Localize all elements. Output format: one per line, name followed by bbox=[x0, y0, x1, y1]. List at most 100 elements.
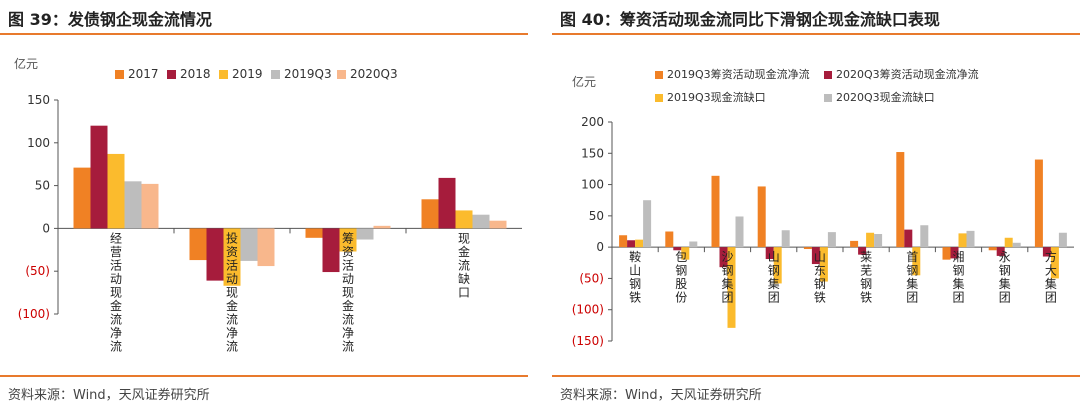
right-bar-1-1 bbox=[673, 247, 682, 251]
left-y-tick-label-4: (50) bbox=[25, 264, 50, 278]
left-y-tick-label-3: 0 bbox=[42, 221, 50, 235]
right-legend-label-3: 2020Q3现金流缺口 bbox=[836, 90, 935, 104]
right-bar-0-2 bbox=[635, 239, 644, 248]
right-chart-panel: 图 40：筹资活动现金流同比下滑钢企现金流缺口表现 亿元 2019Q3筹资活动现金… bbox=[552, 0, 1080, 408]
right-category-label-6: 首钢集团 bbox=[906, 250, 918, 305]
left-legend-label-2: 2019 bbox=[232, 67, 263, 81]
right-bar-6-0 bbox=[896, 152, 905, 248]
left-bar-3-2 bbox=[455, 210, 473, 229]
right-y-tick-label-4: 0 bbox=[596, 240, 604, 254]
right-bar-1-0 bbox=[665, 231, 674, 248]
right-bar-2-0 bbox=[711, 175, 720, 248]
left-bar-2-3 bbox=[356, 228, 374, 240]
right-bar-5-0 bbox=[850, 240, 859, 248]
right-category-label-5: 莱芜钢铁 bbox=[860, 250, 872, 305]
right-bar-7-1 bbox=[950, 247, 959, 259]
left-legend-label-1: 2018 bbox=[180, 67, 211, 81]
right-legend-swatch-2 bbox=[655, 94, 663, 102]
left-bar-0-4 bbox=[141, 183, 159, 229]
left-bar-0-1 bbox=[90, 125, 108, 229]
right-bar-0-1 bbox=[627, 240, 636, 248]
left-title-rule bbox=[0, 33, 528, 35]
left-unit-label: 亿元 bbox=[14, 56, 38, 71]
right-bar-3-3 bbox=[781, 230, 790, 248]
left-category-label-2: 筹资活动现金流净流 bbox=[342, 231, 354, 353]
right-bar-3-2 bbox=[773, 247, 782, 284]
left-y-tick-label-0: 150 bbox=[27, 93, 50, 107]
left-legend-swatch-2 bbox=[219, 70, 228, 79]
right-bar-2-3 bbox=[735, 216, 744, 248]
right-y-tick-label-7: (150) bbox=[572, 334, 604, 348]
right-y-tick-label-1: 150 bbox=[581, 146, 604, 160]
right-bar-6-2 bbox=[912, 247, 921, 276]
right-bar-8-1 bbox=[996, 247, 1005, 256]
right-bar-5-3 bbox=[874, 234, 883, 248]
left-bar-1-1 bbox=[206, 228, 224, 281]
right-category-label-4: 山东钢铁 bbox=[814, 250, 826, 305]
right-y-tick-label-2: 100 bbox=[581, 178, 604, 192]
left-bar-3-0 bbox=[421, 199, 439, 229]
right-category-label-0: 鞍山钢铁 bbox=[629, 249, 641, 305]
left-legend-swatch-0 bbox=[115, 70, 124, 79]
right-legend-swatch-0 bbox=[655, 71, 663, 79]
right-bar-1-2 bbox=[681, 247, 690, 260]
left-bar-1-2 bbox=[223, 228, 241, 286]
right-chart-figure-title: 图 40：筹资活动现金流同比下滑钢企现金流缺口表现 bbox=[560, 10, 940, 29]
left-bar-1-3 bbox=[240, 228, 258, 261]
right-y-tick-label-0: 200 bbox=[581, 115, 604, 129]
left-bar-3-4 bbox=[489, 220, 507, 229]
right-y-tick-label-3: 50 bbox=[589, 209, 604, 223]
left-bar-3-3 bbox=[472, 214, 490, 229]
right-bar-2-2 bbox=[727, 247, 736, 328]
left-bar-1-0 bbox=[189, 228, 207, 261]
right-bar-5-1 bbox=[858, 247, 867, 255]
left-bar-1-4 bbox=[257, 228, 275, 267]
right-unit-label: 亿元 bbox=[572, 74, 596, 89]
right-category-label-8: 永钢集团 bbox=[999, 250, 1011, 305]
left-bar-0-0 bbox=[73, 167, 91, 229]
left-bar-0-2 bbox=[107, 153, 125, 229]
right-legend-label-1: 2020Q3筹资活动现金流净流 bbox=[836, 67, 979, 81]
right-bar-8-2 bbox=[1004, 237, 1013, 248]
right-legend-label-2: 2019Q3现金流缺口 bbox=[667, 90, 766, 104]
left-chart-panel: 图 39：发债钢企现金流情况 亿元 2017 2018 2019 2019Q3 2020Q… bbox=[0, 0, 528, 408]
right-bar-0-3 bbox=[643, 200, 652, 248]
right-category-label-1: 包钢股份 bbox=[675, 250, 687, 305]
right-title-rule bbox=[552, 33, 1080, 35]
left-source-rule bbox=[0, 375, 528, 377]
right-source-rule bbox=[552, 375, 1080, 377]
left-bar-2-4 bbox=[373, 225, 391, 229]
left-chart-svg: 亿元 2017 2018 2019 2019Q3 2020Q3 150 100 50 0 (50) (… bbox=[14, 56, 522, 353]
right-bar-1-3 bbox=[689, 241, 698, 248]
left-y-tick-label-1: 100 bbox=[27, 136, 50, 150]
right-category-label-3: 山钢集团 bbox=[768, 250, 780, 305]
right-bar-0-0 bbox=[619, 235, 628, 248]
right-y-tick-label-6: (100) bbox=[572, 303, 604, 317]
left-legend-label-4: 2020Q3 bbox=[350, 67, 398, 81]
right-bar-9-1 bbox=[1042, 247, 1051, 257]
right-bar-8-3 bbox=[1012, 242, 1021, 248]
left-source-note: 资料来源：Wind，天风证券研究所 bbox=[8, 388, 210, 403]
left-legend-label-0: 2017 bbox=[128, 67, 159, 81]
right-category-label-9: 方大集团 bbox=[1045, 249, 1057, 305]
right-bar-4-3 bbox=[827, 232, 836, 248]
left-bar-3-1 bbox=[438, 177, 456, 229]
left-legend-swatch-4 bbox=[337, 70, 346, 79]
left-bar-2-0 bbox=[305, 228, 323, 238]
right-bar-5-2 bbox=[866, 232, 875, 248]
right-bar-8-0 bbox=[988, 247, 997, 251]
right-bar-7-3 bbox=[966, 230, 975, 248]
right-bar-7-0 bbox=[942, 247, 951, 260]
right-category-label-7: 湘钢集团 bbox=[952, 249, 964, 305]
left-category-label-1: 投资活动现金流净流 bbox=[226, 230, 238, 353]
left-category-label-0: 经营活动现金流净流 bbox=[110, 231, 122, 353]
right-source-note: 资料来源：Wind，天风证券研究所 bbox=[560, 388, 762, 403]
right-bar-4-1 bbox=[811, 247, 820, 265]
right-bar-3-0 bbox=[757, 186, 766, 248]
right-chart-svg: 亿元 2019Q3筹资活动现金流净流 2020Q3筹资活动现金流净流 2019Q3现金… bbox=[572, 67, 1074, 348]
left-legend-swatch-1 bbox=[167, 70, 176, 79]
left-bar-0-3 bbox=[124, 181, 142, 229]
right-bar-9-0 bbox=[1034, 159, 1043, 248]
left-chart-figure-title: 图 39：发债钢企现金流情况 bbox=[8, 10, 212, 29]
right-bar-6-3 bbox=[920, 225, 929, 248]
